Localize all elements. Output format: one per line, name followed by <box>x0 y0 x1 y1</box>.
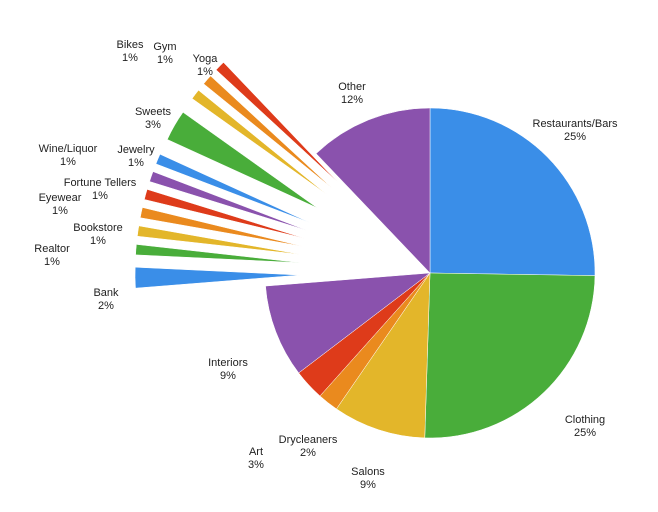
slice-value-label: 9% <box>360 479 376 491</box>
pie-slice <box>203 75 332 189</box>
slice-value-label: 12% <box>341 94 363 106</box>
pie-slice <box>139 207 303 247</box>
slice-label: Bookstore <box>73 222 123 234</box>
pie-slice <box>336 272 431 439</box>
slice-value-label: 1% <box>92 190 108 202</box>
pie-slice <box>166 111 318 209</box>
slice-label: Clothing <box>565 414 605 426</box>
pie-slice <box>149 171 308 231</box>
slice-label: Restaurants/Bars <box>533 118 618 130</box>
slice-label: Realtor <box>34 243 70 255</box>
slice-label: Drycleaners <box>279 434 338 446</box>
slice-label: Sweets <box>135 106 172 118</box>
slice-value-label: 2% <box>98 300 114 312</box>
pie-slice <box>191 89 327 195</box>
slice-value-label: 1% <box>60 156 76 168</box>
slice-value-label: 25% <box>574 427 596 439</box>
slice-label: Other <box>338 81 366 93</box>
pie-slice <box>155 153 311 224</box>
slice-label: Wine/Liquor <box>39 143 98 155</box>
pie-slice <box>135 244 301 263</box>
slice-value-label: 1% <box>52 205 68 217</box>
slice-label: Jewelry <box>117 144 155 156</box>
pie-slice <box>315 107 431 274</box>
slice-value-label: 1% <box>90 235 106 247</box>
slice-label: Eyewear <box>39 192 82 204</box>
slice-value-label: 9% <box>220 370 236 382</box>
slice-label: Salons <box>351 466 385 478</box>
slice-value-label: 1% <box>157 54 173 66</box>
slice-label: Gym <box>153 41 176 53</box>
slice-value-label: 2% <box>300 447 316 459</box>
pie-slice <box>134 266 301 289</box>
slice-value-label: 1% <box>128 157 144 169</box>
slice-value-label: 1% <box>122 52 138 64</box>
slice-label: Bikes <box>117 39 144 51</box>
slice-label: Interiors <box>208 357 248 369</box>
slice-label: Bank <box>93 287 119 299</box>
pie-slice <box>265 272 431 374</box>
pie-slice <box>429 107 596 276</box>
slice-label: Fortune Tellers <box>64 177 137 189</box>
slice-value-label: 3% <box>145 119 161 131</box>
pie-slice <box>144 189 305 239</box>
slice-value-label: 3% <box>248 459 264 471</box>
slice-label: Yoga <box>193 53 219 65</box>
slice-label: Art <box>249 446 263 458</box>
slice-value-label: 1% <box>44 256 60 268</box>
pie-slice <box>137 225 302 255</box>
slice-value-label: 25% <box>564 131 586 143</box>
pie-slice <box>424 272 596 439</box>
slice-value-label: 1% <box>197 66 213 78</box>
pie-slice <box>215 62 338 182</box>
